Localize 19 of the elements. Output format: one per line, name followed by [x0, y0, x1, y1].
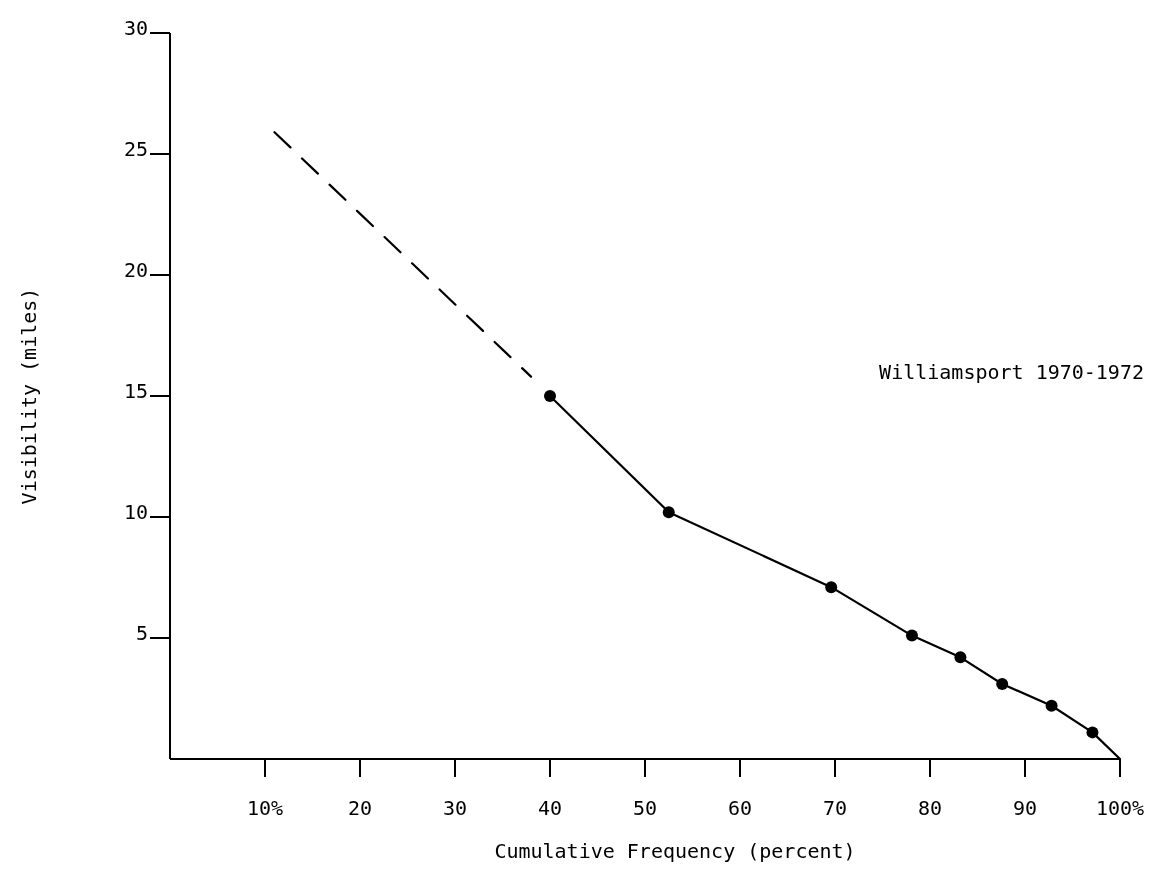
y-axis-title: Visibility (miles) — [17, 287, 41, 505]
y-tick-label: 20 — [123, 258, 148, 282]
x-tick-label: 100% — [1095, 796, 1145, 820]
y-tick-label: 25 — [123, 137, 148, 161]
y-tick-label: 5 — [135, 621, 148, 645]
x-tick-label: 20 — [347, 796, 373, 820]
y-tick-label: 15 — [123, 379, 148, 403]
x-tick-label: 30 — [442, 796, 468, 820]
annotation: Williamsport 1970-1972 — [879, 360, 1144, 385]
y-tick-label: 10 — [123, 500, 148, 524]
x-tick-label: 40 — [537, 796, 563, 820]
x-tick-label: 80 — [917, 796, 943, 820]
x-tick-label: 90 — [1012, 796, 1038, 820]
x-tick-label: 60 — [727, 796, 753, 820]
y-tick-label: 30 — [123, 16, 148, 40]
x-tick-label: 10% — [246, 796, 284, 820]
x-axis-title: Cumulative Frequency (percent) — [494, 839, 856, 863]
x-tick-label: 50 — [632, 796, 658, 820]
x-tick-label: 70 — [822, 796, 848, 820]
